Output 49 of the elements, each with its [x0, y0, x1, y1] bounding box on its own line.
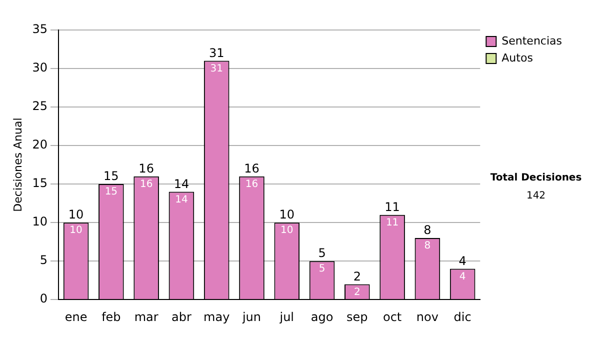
y-axis-title: Decisiones Anual [11, 118, 24, 212]
x-tick-label: mar [134, 310, 158, 324]
x-tick-label: may [204, 310, 230, 324]
total-label: 5 [318, 246, 326, 260]
data-label: 15 [104, 186, 118, 198]
x-tick-label: sep [346, 310, 368, 324]
total-label: 16 [138, 161, 154, 176]
x-tick-label: jun [241, 310, 262, 324]
data-label: 5 [318, 264, 326, 275]
total-label: 16 [244, 161, 260, 176]
legend-label: Autos [502, 51, 534, 64]
data-label: 8 [424, 240, 431, 252]
legend-label: Sentencias [502, 34, 562, 48]
data-label: 4 [459, 271, 466, 282]
total-label: 14 [174, 176, 190, 191]
y-tick-label: 10 [32, 214, 48, 229]
data-label: 14 [175, 194, 188, 206]
text: Total Decisiones [490, 172, 582, 184]
total-label: 10 [68, 208, 84, 222]
y-tick-label: 20 [32, 138, 48, 152]
data-label: 11 [386, 217, 399, 228]
y-tick-label: 30 [32, 60, 48, 75]
x-tick-label: ene [64, 310, 88, 324]
y-tick-label: 25 [32, 99, 48, 114]
y-tick-label: 0 [40, 292, 48, 306]
y-tick-label: 5 [40, 253, 48, 268]
total-label: 4 [458, 254, 466, 268]
total-label: 31 [208, 46, 224, 60]
data-label: 16 [245, 178, 258, 190]
x-tick-label: oct [382, 310, 402, 324]
text: 142 [526, 190, 546, 202]
total-label: 2 [353, 269, 361, 284]
x-tick-label: ago [310, 310, 334, 324]
x-tick-label: nov [416, 310, 438, 324]
data-label: 31 [210, 63, 223, 74]
x-tick-label: dic [454, 310, 472, 324]
y-tick-label: 15 [32, 176, 48, 190]
total-label: 10 [279, 208, 295, 222]
total-label: 11 [384, 200, 400, 214]
data-label: 16 [140, 178, 153, 190]
data-label: 10 [280, 225, 294, 236]
x-tick-label: jul [278, 310, 294, 324]
total-label: 15 [104, 169, 119, 184]
data-label: 10 [70, 225, 82, 236]
x-tick-label: feb [102, 310, 121, 324]
data-label: 2 [354, 286, 360, 298]
x-tick-label: abr [172, 310, 192, 324]
y-tick-label: 35 [32, 22, 48, 36]
total-label: 8 [424, 223, 432, 238]
